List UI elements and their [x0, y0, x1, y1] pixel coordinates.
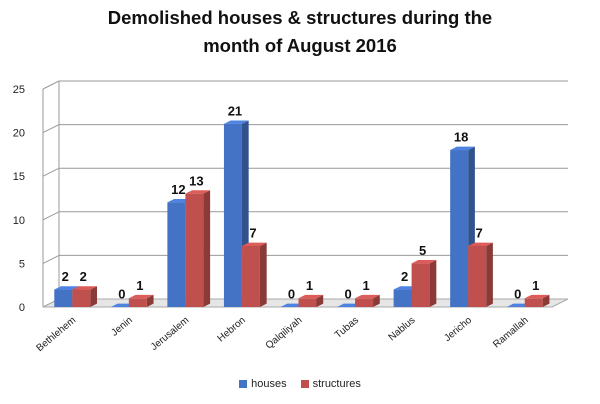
bar-structures-hebron — [241, 242, 267, 307]
bar-top — [241, 242, 267, 246]
legend-label-houses: houses — [251, 378, 287, 390]
data-label-structures-jericho: 7 — [476, 226, 483, 241]
bar-front — [54, 289, 73, 307]
bar-top — [355, 294, 380, 299]
y-tick-label-10: 10 — [13, 215, 25, 227]
data-label-houses-qalqiliyah: 0 — [288, 287, 295, 302]
bar-structures-bethlehem — [72, 286, 97, 307]
legend: houses structures — [0, 378, 600, 390]
data-label-houses-tubas: 0 — [344, 287, 351, 302]
bar-front — [298, 298, 317, 307]
data-label-houses-nablus: 2 — [401, 269, 408, 284]
y-tick-label-25: 25 — [13, 84, 25, 96]
data-label-houses-ramallah: 0 — [514, 287, 521, 302]
bar-structures-jericho — [468, 242, 493, 307]
gridline-depth-15 — [42, 167, 60, 177]
data-label-houses-bethlehem: 2 — [62, 269, 69, 284]
data-label-houses-jericho: 18 — [454, 130, 468, 145]
bar-top — [72, 286, 97, 290]
bar-front — [72, 289, 91, 307]
x-tick-label-hebron: Hebron — [216, 315, 248, 345]
data-label-structures-jenin: 1 — [136, 278, 143, 293]
bar-top — [298, 294, 324, 299]
bar-front — [355, 298, 374, 307]
bar-side — [542, 294, 550, 307]
y-tick-label-20: 20 — [13, 128, 25, 140]
bar-front — [393, 289, 412, 307]
data-label-houses-jenin: 0 — [118, 287, 125, 302]
bar-side — [429, 260, 437, 307]
bar-top — [54, 286, 79, 290]
legend-swatch-structures — [300, 380, 309, 388]
bar-side — [146, 294, 154, 307]
gridline-depth-20 — [42, 124, 60, 134]
legend-label-structures: structures — [312, 378, 361, 390]
chart-title: Demolished houses & structures during th… — [0, 4, 600, 60]
bar-structures-jenin — [128, 294, 154, 307]
bar-top — [450, 146, 475, 151]
gridline-depth-5 — [42, 254, 60, 264]
y-tick-label-0: 0 — [19, 302, 25, 314]
bar-structures-jerusalem — [185, 190, 211, 307]
bar-side — [259, 242, 267, 307]
data-label-structures-bethlehem: 2 — [80, 269, 87, 284]
bar-front — [524, 298, 543, 307]
bar-top — [411, 260, 437, 264]
legend-item-structures: structures — [300, 378, 361, 390]
bar-structures-tubas — [355, 294, 380, 307]
x-tick-label-jericho: Jericho — [442, 315, 474, 344]
gridline-depth-25 — [42, 80, 60, 90]
bar-front — [128, 298, 147, 307]
bar-front — [411, 263, 430, 307]
data-label-structures-hebron: 7 — [249, 226, 256, 241]
bar-side — [486, 242, 493, 307]
x-tick-label-ramallah: Ramallah — [491, 315, 530, 351]
bar-structures-ramallah — [524, 294, 550, 307]
bar-top — [185, 190, 211, 194]
legend-item-houses: houses — [239, 378, 287, 390]
bar-top — [128, 294, 154, 299]
bars-layer — [54, 120, 550, 308]
bar-side — [203, 190, 211, 307]
bar-structures-qalqiliyah — [298, 294, 324, 307]
data-label-houses-jerusalem: 12 — [171, 182, 185, 197]
y-tick-label-5: 5 — [19, 258, 25, 270]
x-tick-label-jerusalem: Jerusalem — [149, 315, 191, 353]
data-label-structures-jerusalem: 13 — [189, 173, 203, 188]
data-label-houses-hebron: 21 — [228, 104, 242, 119]
data-label-structures-ramallah: 1 — [532, 278, 539, 293]
bar-front — [167, 202, 186, 307]
gridline-depth-10 — [42, 211, 60, 221]
chart-title-line-2: month of August 2016 — [203, 35, 397, 56]
data-label-structures-nablus: 5 — [419, 243, 426, 258]
x-tick-label-jenin: Jenin — [109, 315, 134, 339]
bar-front — [450, 150, 469, 307]
bar-side — [316, 294, 324, 307]
y-tick-label-15: 15 — [13, 171, 25, 183]
legend-swatch-houses — [239, 380, 248, 388]
x-tick-label-nablus: Nablus — [387, 315, 418, 343]
bar-structures-nablus — [411, 260, 437, 307]
bar-front — [241, 245, 260, 307]
x-tick-label-qalqiliyah: Qalqiliyah — [264, 315, 305, 352]
data-label-structures-tubas: 1 — [362, 278, 369, 293]
bar-front — [468, 245, 487, 307]
x-tick-label-tubas: Tubas — [333, 315, 361, 341]
bar-front — [185, 193, 204, 307]
chart-title-line-1: Demolished houses & structures during th… — [107, 7, 493, 28]
data-label-structures-qalqiliyah: 1 — [306, 278, 313, 293]
bar-side — [90, 286, 97, 307]
x-tick-label-bethlehem: Bethlehem — [35, 315, 79, 354]
bar-front — [223, 123, 242, 307]
bar-side — [373, 294, 380, 307]
bar-top — [468, 242, 493, 246]
bar-top — [524, 294, 550, 299]
bar-top — [223, 120, 249, 124]
